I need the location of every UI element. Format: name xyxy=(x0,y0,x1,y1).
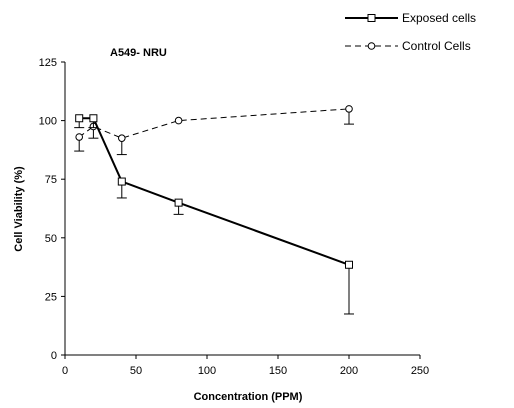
x-tick-label: 0 xyxy=(62,365,68,377)
x-tick-label: 250 xyxy=(411,365,429,377)
y-axis-title: Cell Viability (%) xyxy=(13,166,25,252)
y-tick-label: 0 xyxy=(51,350,57,362)
legend-label: Exposed cells xyxy=(402,11,476,25)
chart-title: A549- NRU xyxy=(110,47,167,59)
x-tick-label: 50 xyxy=(130,365,142,377)
legend: Exposed cells Control Cells xyxy=(345,11,476,53)
data-point xyxy=(117,177,126,186)
series-exposed-cells xyxy=(74,114,354,315)
data-point xyxy=(174,116,183,125)
data-point xyxy=(89,114,98,123)
data-point xyxy=(345,105,353,113)
axes xyxy=(64,62,420,356)
data-point xyxy=(174,198,183,207)
y-tick-label: 50 xyxy=(45,233,57,245)
series-layer xyxy=(74,105,354,315)
y-tick-label: 25 xyxy=(45,291,57,303)
data-point xyxy=(75,114,84,123)
legend-marker xyxy=(367,14,376,22)
x-tick-label: 200 xyxy=(340,365,358,377)
data-point xyxy=(345,260,353,269)
y-tick-label: 75 xyxy=(45,174,57,186)
x-axis-ticks: 0 50 100 150 200 250 xyxy=(62,355,429,377)
y-axis-ticks: 0 25 50 75 100 125 xyxy=(39,57,65,362)
data-point xyxy=(75,133,83,141)
legend-label: Control Cells xyxy=(402,39,471,53)
y-tick-label: 100 xyxy=(39,116,57,128)
y-tick-label: 125 xyxy=(39,57,57,69)
x-axis-title: Concentration (PPM) xyxy=(194,391,303,403)
data-point xyxy=(118,134,126,142)
legend-marker xyxy=(367,42,376,50)
series-control-cells xyxy=(74,105,354,156)
x-tick-label: 100 xyxy=(198,365,216,377)
series-line xyxy=(78,108,350,139)
x-tick-label: 150 xyxy=(269,365,287,377)
